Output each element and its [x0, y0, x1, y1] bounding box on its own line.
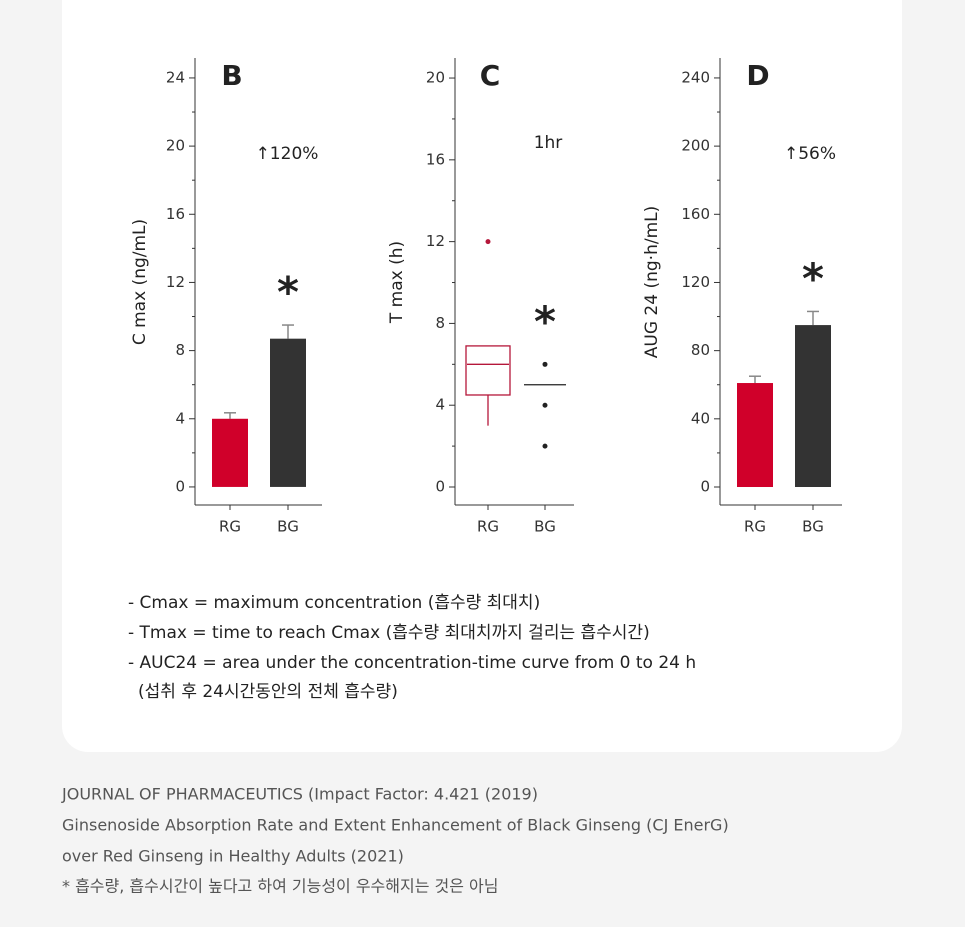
y-tick-label: 80: [691, 341, 710, 359]
note: - AUC24 = area under the concentration-t…: [128, 653, 696, 673]
panel-letter: D: [746, 59, 769, 92]
card: [62, 0, 902, 752]
y-axis-label: C max (ng/mL): [130, 219, 150, 345]
annotation: ↑56%: [784, 144, 836, 164]
outlier: [542, 402, 548, 408]
y-tick-label: 4: [435, 396, 445, 414]
y-tick-label: 12: [426, 232, 445, 250]
x-tick-label: BG: [534, 518, 556, 536]
footer-line: over Red Ginseng in Healthy Adults (2021…: [62, 847, 404, 866]
y-tick-label: 16: [426, 150, 445, 168]
note: - Tmax = time to reach Cmax (흡수량 최대치까지 걸…: [128, 623, 650, 643]
significance-mark: *: [534, 297, 556, 346]
box: [465, 345, 511, 396]
panel-letter: C: [480, 59, 501, 92]
y-tick-label: 20: [166, 137, 185, 155]
y-tick-label: 20: [426, 69, 445, 87]
y-tick-label: 200: [681, 137, 710, 155]
note: (섭취 후 24시간동안의 전체 흡수량): [138, 682, 398, 702]
x-tick-label: BG: [802, 518, 824, 536]
y-tick-label: 8: [175, 341, 185, 359]
x-tick-label: RG: [744, 518, 766, 536]
y-tick-label: 40: [691, 409, 710, 427]
y-tick-label: 240: [681, 68, 710, 86]
y-tick-label: 0: [175, 477, 185, 495]
y-tick-label: 0: [435, 478, 445, 496]
y-tick-label: 16: [166, 205, 185, 223]
x-tick-label: BG: [277, 518, 299, 536]
y-axis-label: T max (h): [387, 241, 407, 324]
outlier: [542, 361, 548, 367]
significance-mark: *: [802, 254, 824, 303]
y-tick-label: 8: [435, 314, 445, 332]
bar: [795, 325, 831, 488]
y-tick-label: 0: [700, 478, 710, 496]
y-tick-label: 4: [175, 409, 185, 427]
bar: [737, 383, 773, 488]
y-axis-label: AUG 24 (ng·h/mL): [642, 206, 662, 358]
annotation: ↑120%: [256, 144, 319, 164]
footer-line: JOURNAL OF PHARMACEUTICS (Impact Factor:…: [61, 785, 538, 804]
y-tick-label: 160: [681, 205, 710, 223]
y-tick-label: 12: [166, 273, 185, 291]
annotation: 1hr: [534, 133, 563, 153]
x-tick-label: RG: [477, 518, 499, 536]
y-tick-label: 120: [681, 273, 710, 291]
outlier: [485, 239, 491, 245]
bar: [212, 418, 248, 487]
bar: [270, 338, 306, 487]
panel-letter: B: [221, 59, 242, 92]
footer-line: * 흡수량, 흡수시간이 높다고 하여 기능성이 우수해지는 것은 아님: [62, 877, 499, 896]
x-tick-label: RG: [219, 518, 241, 536]
significance-mark: *: [277, 268, 299, 317]
footer-line: Ginsenoside Absorption Rate and Extent E…: [62, 816, 729, 835]
outlier: [542, 443, 548, 449]
note: - Cmax = maximum concentration (흡수량 최대치): [128, 593, 540, 613]
y-tick-label: 24: [166, 68, 185, 86]
